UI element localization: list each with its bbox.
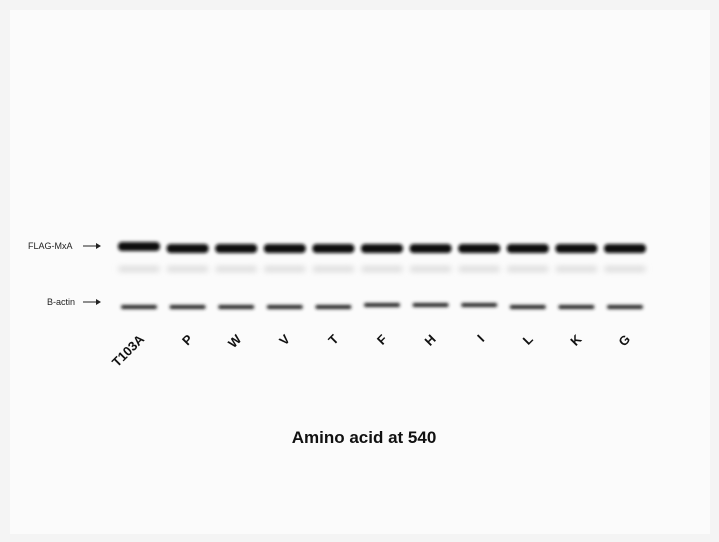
flag-band (604, 244, 646, 253)
flag-band (555, 244, 598, 253)
membrane (10, 10, 710, 534)
flag-band (409, 244, 452, 253)
faint-band (409, 266, 452, 272)
actin-band (266, 305, 303, 309)
flag-band (215, 244, 258, 253)
flag-band (361, 244, 403, 253)
bands (118, 242, 646, 309)
band-label: FLAG-MxA (28, 241, 73, 251)
flag-band (166, 244, 209, 253)
flag-band (263, 244, 306, 253)
faint-band (263, 266, 306, 272)
actin-band (412, 303, 449, 307)
actin-band (364, 303, 400, 307)
band-label: B-actin (47, 297, 75, 307)
actin-band (121, 305, 157, 309)
faint-band (118, 266, 160, 272)
actin-band (461, 303, 498, 307)
flag-band (312, 244, 355, 253)
x-label: Amino acid at 540 (292, 428, 437, 447)
faint-band (166, 266, 209, 272)
actin-band (558, 305, 595, 309)
actin-band (169, 305, 206, 309)
faint-band (215, 266, 258, 272)
faint-band (312, 266, 355, 272)
faint-band (458, 266, 501, 272)
flag-band (458, 244, 501, 253)
faint-band (506, 266, 549, 272)
actin-band (315, 305, 352, 309)
arrowhead (96, 299, 101, 305)
faint-band (361, 266, 403, 272)
flag-band (506, 244, 549, 253)
actin-band (218, 305, 255, 309)
arrowhead (96, 243, 101, 249)
actin-band (509, 305, 546, 309)
actin-band (607, 305, 643, 309)
faint-band (555, 266, 598, 272)
faint-band (604, 266, 646, 272)
flag-band (118, 242, 160, 251)
